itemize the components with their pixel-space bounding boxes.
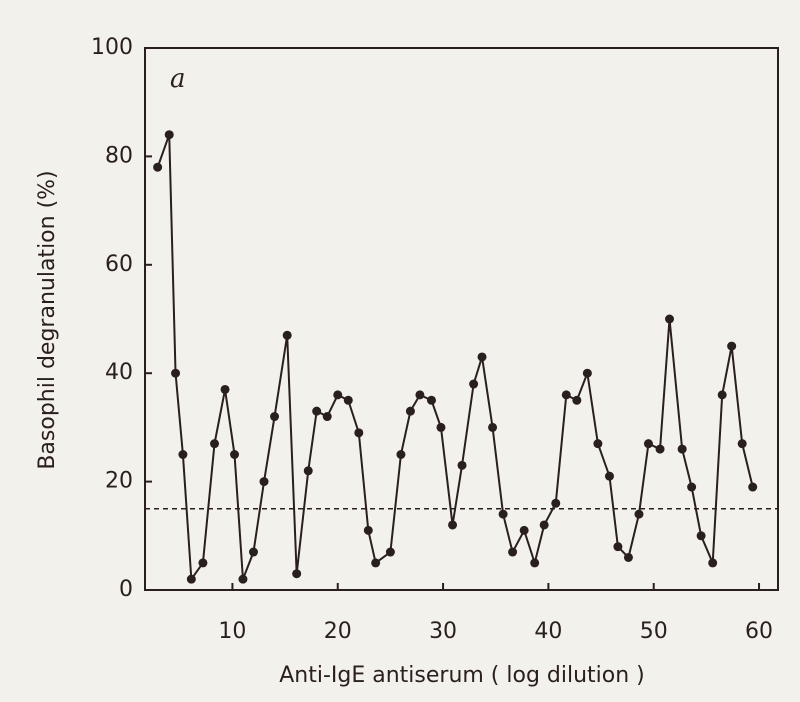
data-point [655, 444, 665, 454]
data-point [643, 439, 653, 449]
y-tick-label: 80 [105, 143, 133, 168]
x-tick-label: 20 [324, 619, 352, 644]
data-point [604, 471, 614, 481]
data-point [561, 390, 571, 400]
data-point [426, 395, 436, 405]
data-point [282, 330, 292, 340]
y-tick-label: 20 [105, 469, 133, 494]
data-point [519, 525, 529, 535]
data-point [220, 384, 230, 394]
data-point [634, 509, 644, 519]
x-axis-label: Anti-IgE antiserum ( log dilution ) [279, 663, 645, 688]
data-point [333, 390, 343, 400]
data-point [508, 547, 518, 557]
data-point [322, 412, 332, 422]
data-point [696, 531, 706, 541]
data-point [708, 558, 718, 568]
data-point [448, 520, 458, 530]
y-tick-label: 60 [105, 252, 133, 277]
data-point [572, 395, 582, 405]
y-axis-label: Basophil degranulation (%) [35, 170, 60, 469]
data-point [717, 390, 727, 400]
data-point [415, 390, 425, 400]
data-point [171, 368, 181, 378]
data-point [613, 542, 623, 552]
y-tick-label: 0 [119, 577, 133, 602]
x-tick-label: 40 [534, 619, 562, 644]
data-point [270, 412, 280, 422]
data-point [593, 439, 603, 449]
x-tick-label: 60 [745, 619, 773, 644]
data-point [371, 558, 381, 568]
data-point [198, 558, 208, 568]
data-point [186, 574, 196, 584]
data-point [354, 428, 364, 438]
data-point [230, 450, 240, 459]
data-point [488, 422, 498, 432]
data-point [164, 130, 174, 140]
x-tick-label: 50 [640, 619, 668, 644]
data-point [530, 558, 540, 568]
data-point [498, 509, 508, 519]
data-point [687, 482, 697, 492]
data-point [292, 569, 302, 579]
data-point [248, 547, 258, 557]
data-point [477, 352, 487, 362]
data-point [623, 552, 633, 562]
data-point [665, 314, 675, 324]
data-point [153, 162, 163, 172]
data-point [238, 574, 248, 584]
data-point [677, 444, 687, 454]
data-point [582, 368, 592, 378]
data-point [343, 395, 353, 405]
data-point [737, 439, 747, 449]
data-point [312, 406, 322, 416]
data-point [405, 406, 415, 416]
x-tick-label: 30 [429, 619, 457, 644]
y-tick-label: 100 [91, 35, 133, 60]
data-point [436, 422, 446, 432]
x-tick-label: 10 [218, 619, 246, 644]
data-point [303, 466, 313, 476]
data-point [210, 439, 220, 449]
data-point [748, 482, 758, 492]
data-point [363, 525, 373, 535]
data-point [551, 498, 561, 508]
plot-frame [144, 47, 779, 591]
data-point [259, 477, 269, 487]
data-point [178, 450, 188, 459]
y-tick-label: 40 [105, 360, 133, 385]
data-point [469, 379, 479, 389]
panel-label: a [170, 64, 186, 94]
data-point [457, 460, 467, 470]
data-point [385, 547, 395, 557]
data-point [396, 450, 406, 459]
data-point [539, 520, 549, 530]
data-point [727, 341, 737, 351]
